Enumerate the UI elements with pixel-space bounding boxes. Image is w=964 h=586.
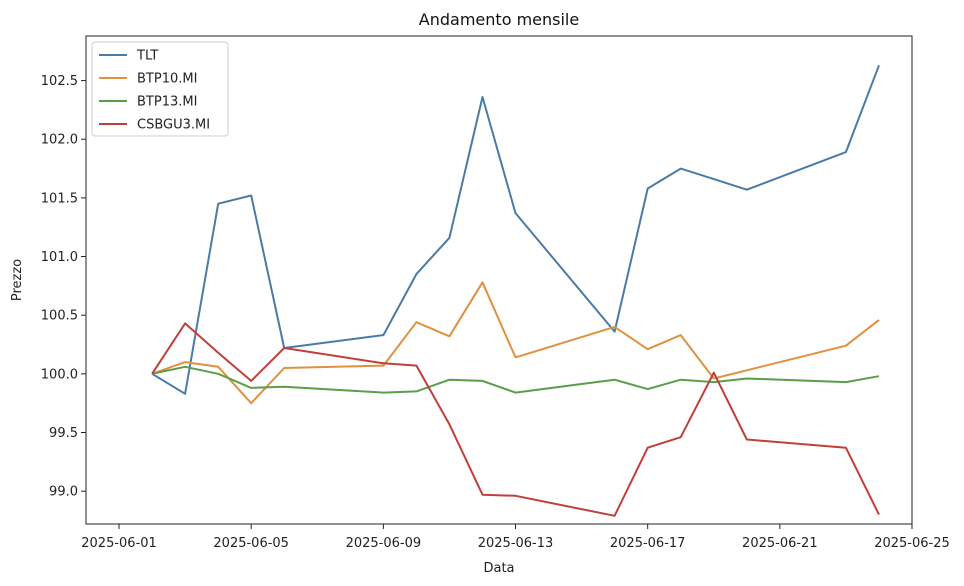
x-axis-label: Data (483, 561, 514, 576)
series-line-tlt (151, 64, 880, 395)
legend-label: TLT (136, 49, 158, 64)
series-line-btp10-mi (151, 281, 880, 405)
series-group (151, 64, 880, 517)
y-tick-label: 102.5 (41, 74, 78, 89)
y-axis: 99.0 99.5 100.0 100.5 101.0 101.5 102.0 102.5 (41, 74, 86, 500)
y-tick-label: 100.5 (41, 309, 78, 324)
y-tick-label: 101.5 (41, 191, 78, 206)
x-tick-label: 2025-06-13 (478, 536, 554, 551)
legend: TLT BTP10.MI BTP13.MI CSBGU3.MI (91, 41, 229, 137)
y-tick-label: 99.0 (49, 485, 78, 500)
plot-area (85, 35, 913, 525)
series-line-btp13-mi (151, 365, 880, 394)
legend-label: BTP13.MI (137, 95, 197, 110)
x-tick-label: 2025-06-25 (874, 536, 950, 551)
x-tick-label: 2025-06-05 (213, 536, 289, 551)
x-tick-label: 2025-06-01 (81, 536, 157, 551)
legend-box (91, 41, 229, 137)
y-tick-label: 102.0 (41, 133, 78, 148)
x-axis: 2025-06-01 2025-06-05 2025-06-09 2025-06-13… (81, 524, 950, 551)
y-axis-label: Prezzo (10, 259, 25, 301)
y-tick-label: 99.5 (49, 426, 78, 441)
x-tick-label: 2025-06-17 (610, 536, 686, 551)
x-tick-label: 2025-06-21 (742, 536, 818, 551)
x-tick-label: 2025-06-09 (346, 536, 422, 551)
y-tick-label: 101.0 (41, 250, 78, 265)
y-tick-label: 100.0 (41, 367, 78, 382)
legend-label: BTP10.MI (137, 72, 197, 87)
legend-label: CSBGU3.MI (137, 118, 210, 133)
series-line-csbgu3-mi (151, 322, 880, 517)
chart-title: Andamento mensile (419, 10, 579, 29)
